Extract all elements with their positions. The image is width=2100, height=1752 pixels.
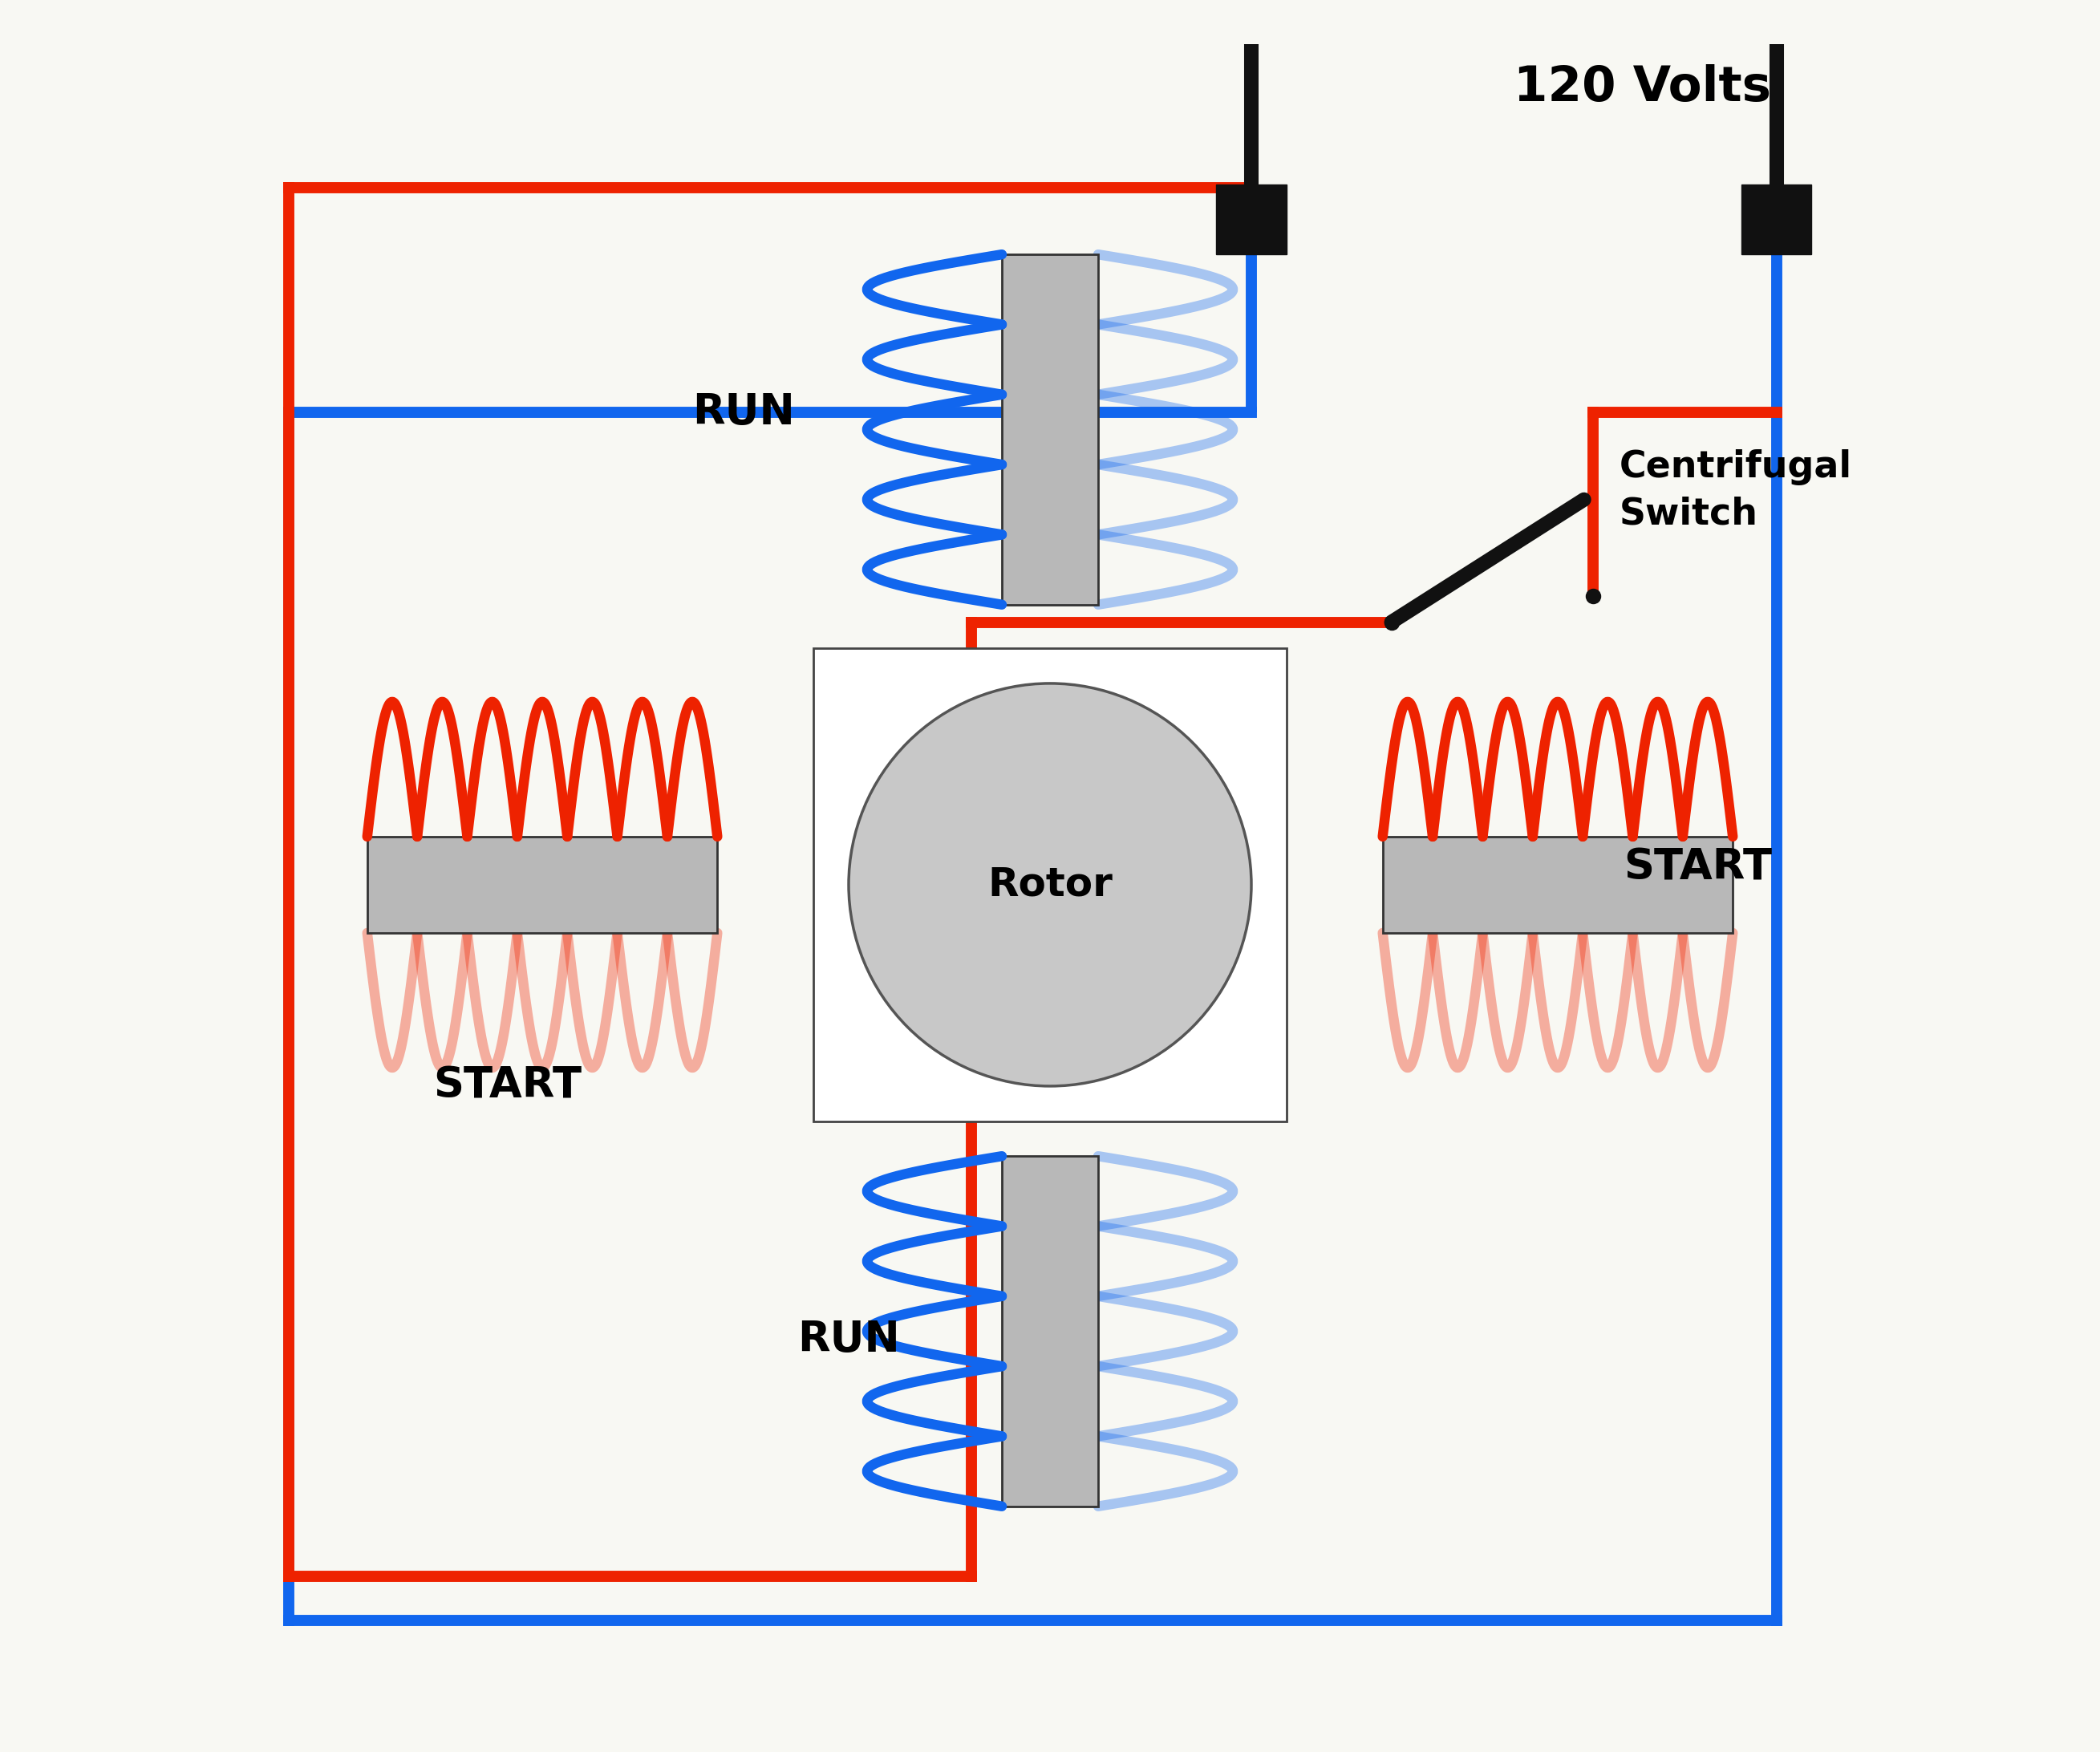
Bar [1382,837,1732,932]
Text: Rotor: Rotor [987,865,1113,904]
Text: RUN: RUN [693,391,796,433]
Text: START: START [1623,846,1772,888]
Text: 120 Volts: 120 Volts [1514,65,1772,112]
Bar [1216,184,1287,254]
Text: START: START [433,1065,582,1107]
Text: RUN: RUN [798,1319,901,1361]
Bar [813,648,1287,1121]
Bar [368,837,718,932]
Circle shape [960,794,1140,976]
Circle shape [848,683,1252,1086]
Bar [1002,1156,1098,1507]
Bar [1002,254,1098,604]
Bar [1741,184,1812,254]
Text: Centrifugal
Switch: Centrifugal Switch [1619,449,1852,533]
Circle shape [899,734,1201,1035]
